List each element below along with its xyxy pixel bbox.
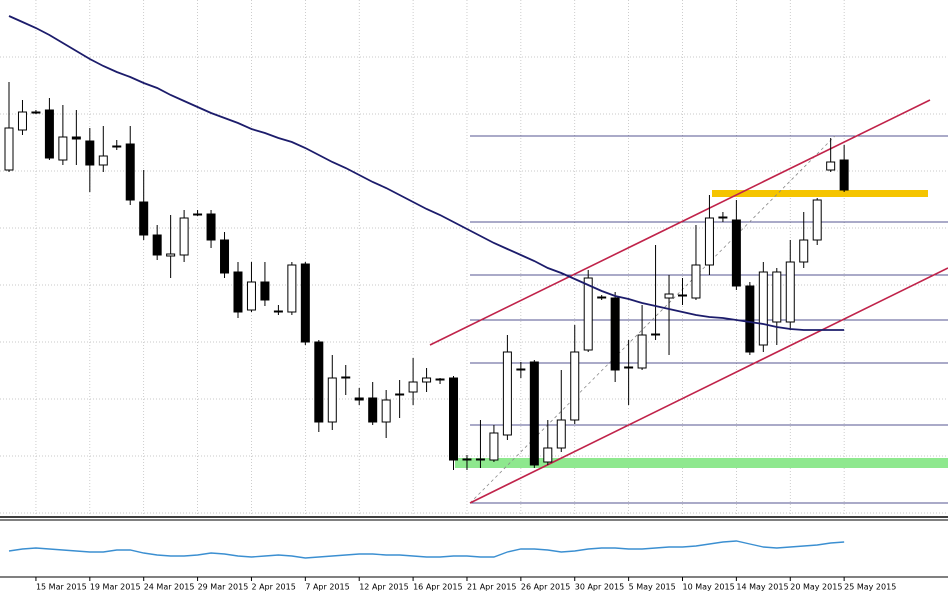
candle-body [220, 239, 230, 274]
candle-body [570, 351, 580, 421]
candle-body [583, 277, 593, 351]
channel-lower [469, 267, 948, 504]
candle-body [354, 397, 364, 401]
indicator-line [8, 540, 845, 559]
candle-body [651, 333, 661, 336]
candle-body [179, 217, 189, 256]
candle-body [799, 239, 809, 263]
candle-body [233, 271, 243, 313]
candle-body [166, 253, 176, 257]
candle-body [381, 399, 391, 423]
candle-body [772, 271, 782, 323]
x-tick-label: 19 Mar 2015 [90, 583, 141, 592]
candle-body [731, 219, 741, 287]
candle-body [4, 127, 14, 171]
candle-body [327, 377, 337, 423]
candle-body [597, 296, 607, 299]
candle-body [664, 293, 674, 299]
x-tick-label: 14 May 2015 [736, 583, 788, 592]
candle-body [745, 285, 755, 353]
candle-body [85, 140, 95, 166]
x-tick-label: 10 May 2015 [683, 583, 735, 592]
candle-body [31, 111, 41, 114]
candle-body [408, 381, 418, 393]
candle-body [502, 351, 512, 436]
x-tick-label: 21 Apr 2015 [467, 583, 516, 592]
support-zone [455, 458, 948, 468]
candle-body [58, 136, 68, 161]
moving-average [8, 15, 845, 331]
candle-body [489, 432, 499, 461]
candle-body [704, 217, 714, 266]
candle-body [812, 199, 822, 241]
candle-body [273, 310, 283, 313]
x-tick-label: 7 Apr 2015 [305, 583, 349, 592]
x-tick-label: 29 Mar 2015 [198, 583, 249, 592]
candle-body [139, 201, 149, 236]
candle-body [556, 419, 566, 449]
candle-body [314, 341, 324, 423]
candle-body [516, 368, 526, 371]
candle-body [449, 377, 459, 461]
candle-body [341, 376, 351, 379]
candle-body [98, 155, 108, 166]
plot [4, 15, 849, 559]
candle-body [112, 145, 122, 148]
candle-body [17, 111, 27, 131]
candle-body [71, 136, 81, 140]
candle-body [260, 281, 270, 301]
x-tick-label: 20 May 2015 [790, 583, 842, 592]
candle-body [691, 264, 701, 299]
candle-body [678, 294, 687, 297]
candle-body [785, 261, 795, 323]
candle-body [637, 334, 647, 369]
candle-body [125, 143, 135, 201]
candle-body [246, 281, 256, 311]
resistance-zone [712, 190, 928, 197]
candle-body [610, 297, 620, 371]
drawings [429, 99, 948, 504]
x-tick-label: 2 Apr 2015 [251, 583, 295, 592]
grid [0, 0, 948, 515]
candle-body [475, 458, 485, 461]
candle-body [435, 378, 445, 381]
x-tick-label: 25 May 2015 [844, 583, 896, 592]
candle-body [193, 213, 203, 216]
x-tick-label: 15 Mar 2015 [36, 583, 87, 592]
x-tick-label: 30 Apr 2015 [575, 583, 624, 592]
candle-body [422, 377, 432, 383]
candle-body [368, 397, 378, 423]
candle-body [287, 264, 297, 313]
channel-upper [429, 99, 931, 346]
x-tick-label: 5 May 2015 [629, 583, 676, 592]
candle-body [839, 159, 849, 191]
candle-body [44, 109, 54, 159]
candle-body [206, 213, 216, 241]
candle-body [300, 263, 310, 343]
candle-body [826, 161, 836, 171]
x-tick-label: 26 Apr 2015 [521, 583, 570, 592]
candle-body [718, 216, 728, 219]
candle-body [758, 271, 768, 346]
x-tick-label: 24 Mar 2015 [144, 583, 195, 592]
candle-body [152, 234, 162, 256]
candle-body [462, 458, 472, 461]
x-tick-label: 16 Apr 2015 [413, 583, 462, 592]
candle-body [624, 366, 634, 369]
x-tick-label: 12 Apr 2015 [359, 583, 408, 592]
candle-body [395, 393, 405, 396]
candle-body [529, 361, 539, 466]
candle-body [543, 447, 553, 463]
